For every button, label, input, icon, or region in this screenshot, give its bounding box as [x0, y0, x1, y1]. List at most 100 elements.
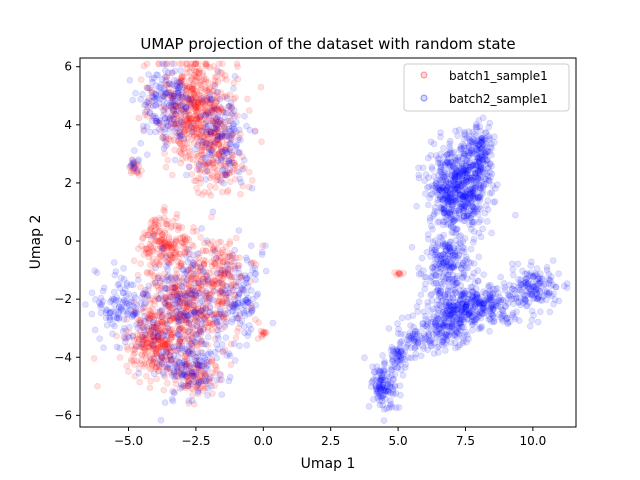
scatter-point	[148, 89, 156, 96]
scatter-point	[439, 184, 446, 191]
scatter-point	[167, 137, 175, 144]
scatter-point	[448, 323, 456, 331]
scatter-point	[140, 62, 148, 70]
scatter-point	[180, 128, 188, 136]
scatter-point	[211, 131, 219, 139]
scatter-point	[125, 368, 132, 375]
scatter-point	[488, 189, 496, 196]
scatter-point	[183, 171, 190, 179]
scatter-point	[164, 156, 172, 164]
scatter-point	[236, 342, 243, 350]
scatter-point	[136, 378, 143, 386]
scatter-point	[180, 121, 187, 129]
series-batch1_sample1	[90, 60, 407, 408]
scatter-point	[172, 248, 180, 256]
scatter-point	[229, 110, 236, 117]
scatter-point	[480, 180, 488, 188]
scatter-point	[491, 133, 498, 140]
scatter-point	[159, 93, 167, 100]
scatter-point	[206, 303, 214, 311]
scatter-point	[203, 139, 210, 147]
scatter-point	[180, 118, 188, 126]
scatter-point	[388, 363, 395, 371]
scatter-point	[168, 69, 176, 77]
scatter-point	[217, 176, 224, 184]
scatter-point	[204, 122, 212, 130]
scatter-point	[186, 317, 193, 325]
scatter-point	[210, 117, 217, 125]
scatter-point	[176, 345, 183, 352]
scatter-point	[199, 304, 207, 311]
scatter-point	[166, 80, 173, 87]
scatter-point	[222, 334, 230, 341]
scatter-point	[146, 84, 153, 92]
scatter-point	[198, 297, 206, 305]
scatter-point	[161, 214, 168, 222]
scatter-point	[145, 94, 152, 102]
scatter-point	[169, 94, 176, 102]
scatter-point	[250, 295, 257, 303]
scatter-point	[190, 98, 197, 106]
scatter-point	[186, 111, 193, 119]
scatter-point	[149, 113, 157, 120]
scatter-point	[91, 267, 99, 275]
scatter-point	[185, 144, 192, 152]
scatter-point	[192, 331, 199, 338]
scatter-point	[174, 91, 182, 98]
scatter-point	[471, 195, 479, 202]
scatter-point	[94, 382, 101, 390]
scatter-point	[139, 235, 146, 242]
x-tick-label: 10.0	[520, 434, 547, 448]
scatter-point	[449, 271, 457, 279]
scatter-point	[223, 132, 231, 139]
scatter-point	[210, 124, 218, 132]
scatter-point	[482, 299, 490, 307]
scatter-point	[231, 246, 238, 254]
scatter-point	[178, 283, 186, 290]
x-tick-label: −5.0	[114, 434, 143, 448]
scatter-point	[197, 92, 205, 100]
y-tick-label: 2	[64, 176, 72, 190]
scatter-point	[194, 119, 201, 126]
scatter-point	[157, 416, 165, 424]
scatter-point	[169, 397, 177, 405]
scatter-point	[190, 80, 198, 87]
scatter-point	[223, 76, 230, 83]
scatter-point	[142, 108, 149, 116]
scatter-point	[440, 336, 447, 344]
scatter-point	[248, 185, 256, 192]
scatter-point	[187, 98, 195, 105]
scatter-point	[210, 129, 218, 137]
scatter-point	[162, 143, 169, 150]
scatter-point	[226, 304, 233, 311]
scatter-point	[399, 371, 407, 379]
scatter-point	[494, 302, 502, 310]
scatter-point	[185, 299, 193, 306]
scatter-point	[213, 73, 220, 80]
scatter-point	[180, 136, 188, 143]
scatter-point	[455, 192, 462, 199]
scatter-point	[241, 112, 248, 120]
scatter-point	[223, 109, 230, 117]
scatter-point	[169, 388, 176, 395]
scatter-point	[388, 351, 396, 359]
scatter-point	[156, 252, 164, 260]
y-tick-label: −2	[54, 292, 72, 306]
scatter-point	[162, 104, 169, 111]
scatter-point	[212, 184, 219, 191]
scatter-point	[201, 189, 208, 196]
scatter-point	[212, 106, 219, 113]
scatter-point	[158, 313, 165, 320]
scatter-point	[421, 177, 428, 184]
scatter-point	[212, 73, 219, 81]
scatter-point	[450, 224, 457, 231]
scatter-point	[415, 298, 423, 306]
scatter-point	[115, 309, 122, 317]
scatter-point	[445, 241, 452, 249]
scatter-point	[436, 293, 443, 300]
scatter-point	[212, 125, 220, 133]
scatter-point	[219, 188, 226, 196]
scatter-point	[252, 316, 259, 323]
scatter-point	[479, 168, 487, 176]
scatter-point	[88, 310, 96, 318]
